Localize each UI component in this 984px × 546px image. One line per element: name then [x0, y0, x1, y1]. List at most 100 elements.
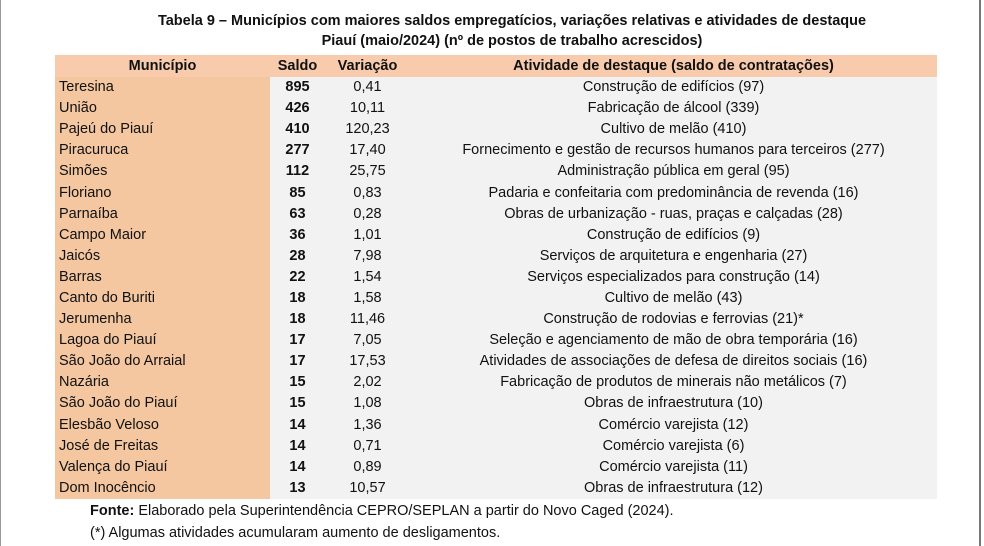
table-cell: Obras de urbanização - ruas, praças e ca…	[410, 203, 937, 225]
table-cell: 1,36	[325, 414, 410, 436]
table-cell: 0,28	[325, 203, 410, 225]
table-cell: Floriano	[55, 182, 270, 204]
table-cell: 17	[270, 330, 325, 352]
source: Fonte: Elaborado pela Superintendência C…	[90, 503, 674, 519]
subtitle: Piauí (maio/2024) (nº de postos de traba…	[321, 33, 703, 49]
header-cell: Variação	[325, 55, 410, 77]
table-cell: 85	[270, 182, 325, 204]
table-row: Parnaíba 63 0,28 Obras de urbanização - rua…	[55, 203, 937, 225]
table-cell: 0,83	[325, 182, 410, 204]
table-cell: Fornecimento e gestão de recursos humano…	[410, 140, 937, 162]
table-row: Floriano 85 0,83 Padaria e confeitaria com …	[55, 182, 937, 204]
table-row: José de Freitas 14 0,71 Comércio varejista …	[55, 435, 937, 457]
table-cell: Canto do Buriti	[55, 287, 270, 310]
table-cell: 22	[270, 266, 325, 288]
table-cell: Construção de edifícios (9)	[410, 224, 937, 246]
table-cell: Campo Maior	[55, 224, 270, 246]
table-cell: 17,40	[325, 140, 410, 162]
table-cell: Nazária	[55, 372, 270, 394]
table-cell: Construção de rodovias e ferrovias (21)*	[410, 309, 937, 331]
source-label: Fonte:	[90, 503, 135, 519]
table-cell: 17,53	[325, 351, 410, 373]
table-row: Jerumenha 18 11,46 Construção de rodovias e…	[55, 309, 937, 331]
table-row: Lagoa do Piauí 17 7,05 Seleção e agenciamen…	[55, 330, 937, 352]
table-cell: Seleção e agenciamento de mão de obra te…	[410, 330, 937, 352]
table-cell: Fabricação de álcool (339)	[410, 98, 937, 120]
table-body: Teresina 895 0,41 Construção de edifícios (…	[55, 77, 937, 499]
table-cell: São João do Piauí	[55, 393, 270, 415]
table-cell: 15	[270, 372, 325, 394]
table-cell: 18	[270, 309, 325, 331]
table-cell: 1,58	[325, 287, 410, 310]
table-cell: 2,02	[325, 372, 410, 394]
table-cell: Obras de infraestrutura (10)	[410, 393, 937, 415]
table-cell: 0,71	[325, 435, 410, 457]
table-cell: Elesbão Veloso	[55, 414, 270, 436]
table-cell: Pajeú do Piauí	[55, 119, 270, 141]
table-row: Dom Inocêncio 13 10,57 Obras de infraestrut…	[55, 477, 937, 499]
table-cell: Serviços de arquitetura e engenharia (27…	[410, 245, 937, 267]
table-row: São João do Piauí 15 1,08 Obras de infraest…	[55, 393, 937, 415]
table-cell: Obras de infraestrutura (12)	[410, 477, 937, 499]
header-cell: Saldo	[270, 55, 325, 77]
table-row: Campo Maior 36 1,01 Construção de edifícios…	[55, 224, 937, 246]
table-row: São João do Arraial 17 17,53 Atividades de …	[55, 351, 937, 373]
table-cell: 13	[270, 477, 325, 499]
table-cell: 10,11	[325, 98, 410, 120]
note: (*) Algumas atividades acumularam aument…	[90, 525, 501, 541]
table-cell: Teresina	[55, 77, 270, 99]
table-cell: Jaicós	[55, 245, 270, 267]
table-cell: 277	[270, 140, 325, 162]
table-row: Elesbão Veloso 14 1,36 Comércio varejista (…	[55, 414, 937, 436]
table-cell: 1,54	[325, 266, 410, 288]
header-cell: Município	[55, 55, 270, 77]
table-cell: Lagoa do Piauí	[55, 330, 270, 352]
header-row: Município Saldo Variação Atividade de desta…	[55, 55, 937, 77]
table-cell: Serviços especializados para construção …	[410, 266, 937, 288]
table-cell: 18	[270, 287, 325, 310]
table-cell: Cultivo de melão (410)	[410, 119, 937, 141]
table-cell: 11,46	[325, 309, 410, 331]
table-cell: 15	[270, 393, 325, 415]
table-cell: Piracuruca	[55, 140, 270, 162]
table-cell: Comércio varejista (12)	[410, 414, 937, 436]
table-cell: 0,89	[325, 456, 410, 478]
table-cell: José de Freitas	[55, 435, 270, 457]
table-cell: Cultivo de melão (43)	[410, 287, 937, 310]
table-cell: 7,05	[325, 330, 410, 352]
table-cell: União	[55, 98, 270, 120]
table-row: Simões 112 25,75 Administração pública em g…	[55, 161, 937, 183]
table-cell: Barras	[55, 266, 270, 288]
table-cell: 112	[270, 161, 325, 183]
table-cell: Comércio varejista (11)	[410, 456, 937, 478]
source-text: Elaborado pela Superintendência CEPRO/SE…	[138, 503, 674, 519]
table-row: União 426 10,11 Fabricação de álcool (339)	[55, 98, 937, 120]
table-cell: Comércio varejista (6)	[410, 435, 937, 457]
table-cell: 1,01	[325, 224, 410, 246]
table-cell: 426	[270, 98, 325, 120]
table-cell: 0,41	[325, 77, 410, 99]
table-cell: São João do Arraial	[55, 351, 270, 373]
table-cell: Jerumenha	[55, 309, 270, 331]
table-cell: 1,08	[325, 393, 410, 415]
table-cell: 10,57	[325, 477, 410, 499]
table-row: Barras 22 1,54 Serviços especializados para…	[55, 266, 937, 288]
table-cell: Simões	[55, 161, 270, 183]
table-row: Piracuruca 277 17,40 Fornecimento e gestão …	[55, 140, 937, 162]
table-cell: 14	[270, 456, 325, 478]
table-cell: 120,23	[325, 119, 410, 141]
table-cell: Fabricação de produtos de minerais não m…	[410, 372, 937, 394]
header-cell: Atividade de destaque (saldo de contrata…	[410, 55, 937, 77]
table-cell: 25,75	[325, 161, 410, 183]
table-row: Nazária 15 2,02 Fabricação de produtos de m…	[55, 372, 937, 394]
table-cell: Atividades de associações de defesa de d…	[410, 351, 937, 373]
table-row: Valença do Piauí 14 0,89 Comércio varejista…	[55, 456, 937, 478]
table-cell: Dom Inocêncio	[55, 477, 270, 499]
table-cell: Administração pública em geral (95)	[410, 161, 937, 183]
table-row: Pajeú do Piauí 410 120,23 Cultivo de melão …	[55, 119, 937, 141]
table-cell: 895	[270, 77, 325, 99]
table-cell: 28	[270, 245, 325, 267]
table-cell: 7,98	[325, 245, 410, 267]
table-cell: 14	[270, 414, 325, 436]
